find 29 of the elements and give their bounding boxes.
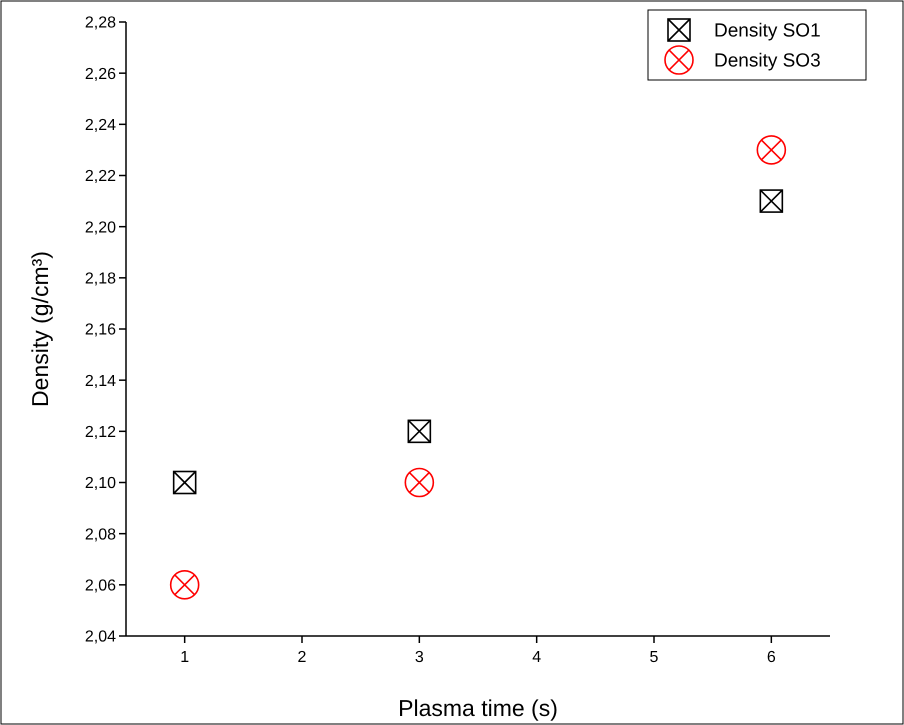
y-tick-label: 2,06 bbox=[84, 577, 116, 594]
y-tick-label: 2,16 bbox=[84, 322, 116, 339]
x-tick-label: 3 bbox=[414, 649, 424, 666]
x-axis-title: Plasma time (s) bbox=[398, 695, 558, 721]
y-tick-label: 2,14 bbox=[84, 372, 116, 390]
y-tick-label: 2,04 bbox=[84, 628, 116, 646]
legend-label: Density SO3 bbox=[714, 50, 821, 72]
x-tick-label: 4 bbox=[532, 649, 542, 666]
y-tick-label: 2,08 bbox=[84, 526, 116, 544]
point bbox=[404, 468, 434, 498]
y-tick-label: 2,10 bbox=[84, 475, 116, 492]
point bbox=[172, 470, 196, 494]
x-tick-label: 2 bbox=[298, 649, 307, 666]
y-axis-title: Density (g/cm³) bbox=[27, 251, 53, 407]
x-tick-label: 1 bbox=[180, 649, 190, 666]
y-tick-label: 2,22 bbox=[84, 168, 116, 186]
point bbox=[170, 570, 200, 600]
point bbox=[760, 189, 784, 213]
x-tick-label: 6 bbox=[766, 649, 776, 666]
y-tick-label: 2,12 bbox=[84, 424, 116, 441]
y-tick-label: 2,24 bbox=[84, 116, 116, 134]
point bbox=[408, 420, 432, 444]
y-tick-label: 2,26 bbox=[84, 66, 116, 83]
y-tick-label: 2,18 bbox=[84, 270, 116, 288]
x-tick-label: 5 bbox=[650, 649, 659, 666]
legend-label: Density SO1 bbox=[714, 20, 821, 42]
point bbox=[756, 135, 786, 165]
y-tick-label: 2,20 bbox=[84, 219, 116, 236]
y-tick-label: 2,28 bbox=[84, 14, 116, 32]
